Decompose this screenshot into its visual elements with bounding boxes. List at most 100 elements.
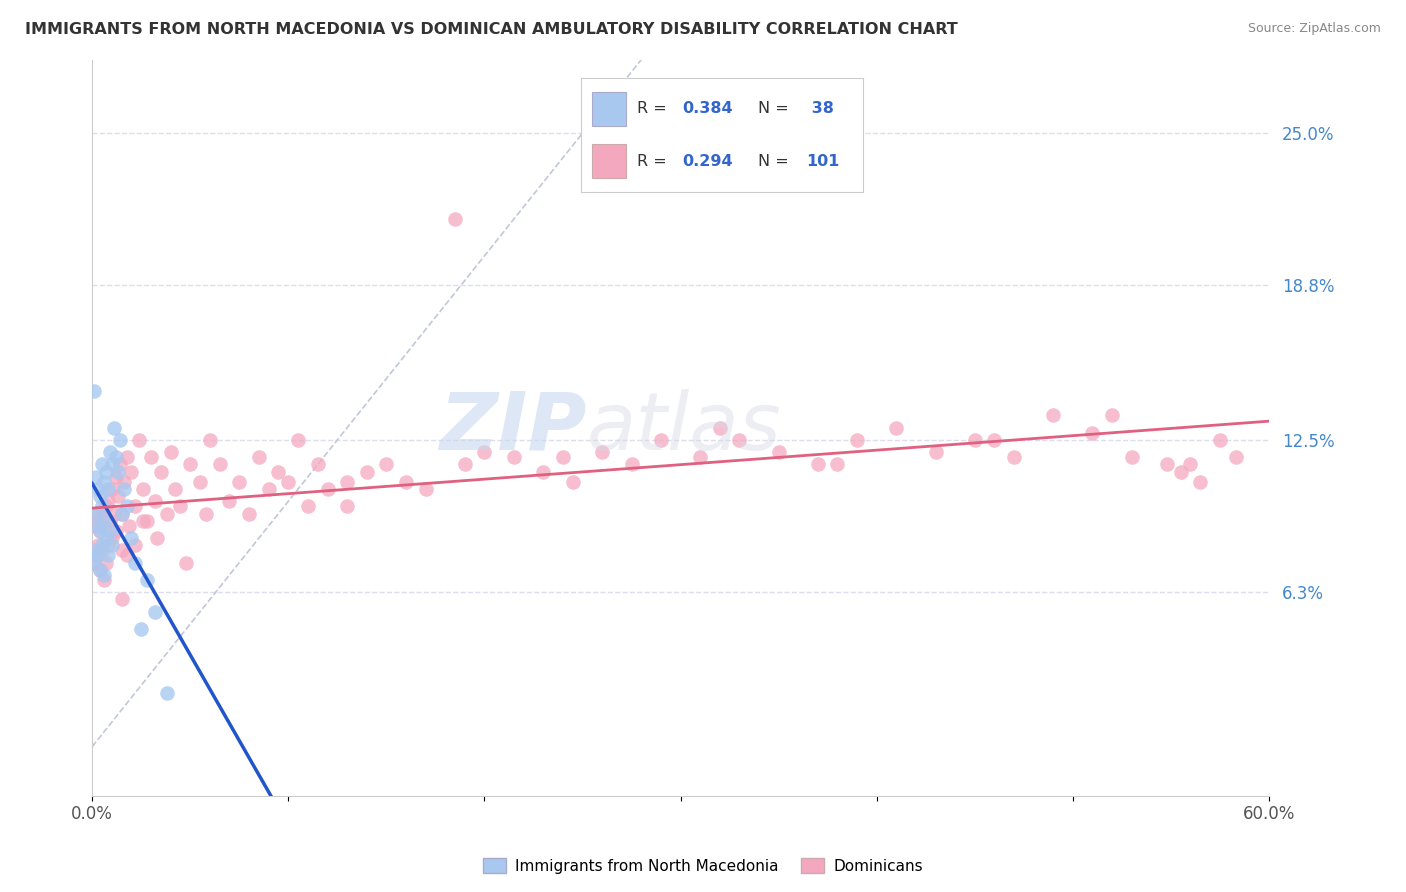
Point [228,475,250,489]
Point [531,465,554,479]
Point [89,524,111,538]
Point [807,458,830,472]
Point [728,433,751,447]
Point [136,514,159,528]
Point [91,543,114,558]
Point [83,518,105,533]
Point [104,450,127,464]
Point [356,465,378,479]
Point [307,458,329,472]
Point [156,507,179,521]
Point [561,475,583,489]
Point [924,445,946,459]
Point [768,445,790,459]
Point [84,543,107,558]
Point [89,489,111,503]
Point [179,458,201,472]
Point [87,507,110,521]
Point [146,531,169,545]
Point [591,445,613,459]
Point [87,482,110,496]
Point [650,433,672,447]
Point [110,543,132,558]
Point [84,469,107,483]
Point [94,556,117,570]
Point [136,573,159,587]
Point [101,539,124,553]
Point [277,475,299,489]
Legend: Immigrants from North Macedonia, Dominicans: Immigrants from North Macedonia, Dominic… [477,852,929,880]
Point [218,494,240,508]
Point [156,686,179,700]
Point [117,499,139,513]
Point [267,465,290,479]
Point [94,465,117,479]
Point [143,494,166,508]
Point [107,489,129,503]
Point [103,507,125,521]
Point [169,499,191,513]
Point [98,524,121,538]
Point [1209,433,1232,447]
Point [375,458,398,472]
Point [87,549,110,563]
Point [104,524,127,538]
Point [110,507,132,521]
Point [1081,425,1104,440]
Point [287,433,309,447]
Point [108,458,131,472]
Point [98,445,121,459]
Text: ZIP: ZIP [439,389,586,467]
Point [444,212,467,227]
Point [94,499,117,513]
Point [87,539,110,553]
Point [91,504,114,518]
Point [128,433,150,447]
Point [983,433,1005,447]
Point [1121,450,1143,464]
Point [112,482,135,496]
Point [117,450,139,464]
Point [124,539,146,553]
Point [124,556,146,570]
Point [129,622,152,636]
Point [454,458,477,472]
Point [97,494,120,508]
Point [238,507,260,521]
Point [110,507,132,521]
Point [93,518,115,533]
Point [83,384,105,398]
Point [194,507,217,521]
Point [689,450,711,464]
Point [120,465,142,479]
Point [93,573,115,587]
Point [132,482,155,496]
Point [97,549,120,563]
Point [1101,409,1123,423]
Point [474,445,496,459]
Point [247,450,270,464]
Point [159,445,181,459]
Point [110,592,132,607]
Point [620,458,643,472]
Point [89,563,111,577]
Point [139,450,162,464]
Point [1156,458,1178,472]
Point [98,514,121,528]
Point [89,563,111,577]
Point [120,531,142,545]
Point [846,433,869,447]
Point [176,556,198,570]
Point [551,450,574,464]
Point [93,568,115,582]
Point [1180,458,1202,472]
Point [91,539,114,553]
Point [709,420,731,434]
Point [97,482,120,496]
Point [1170,465,1192,479]
Point [132,514,155,528]
Point [163,482,186,496]
Point [104,469,127,483]
Point [107,465,129,479]
Point [188,475,211,489]
